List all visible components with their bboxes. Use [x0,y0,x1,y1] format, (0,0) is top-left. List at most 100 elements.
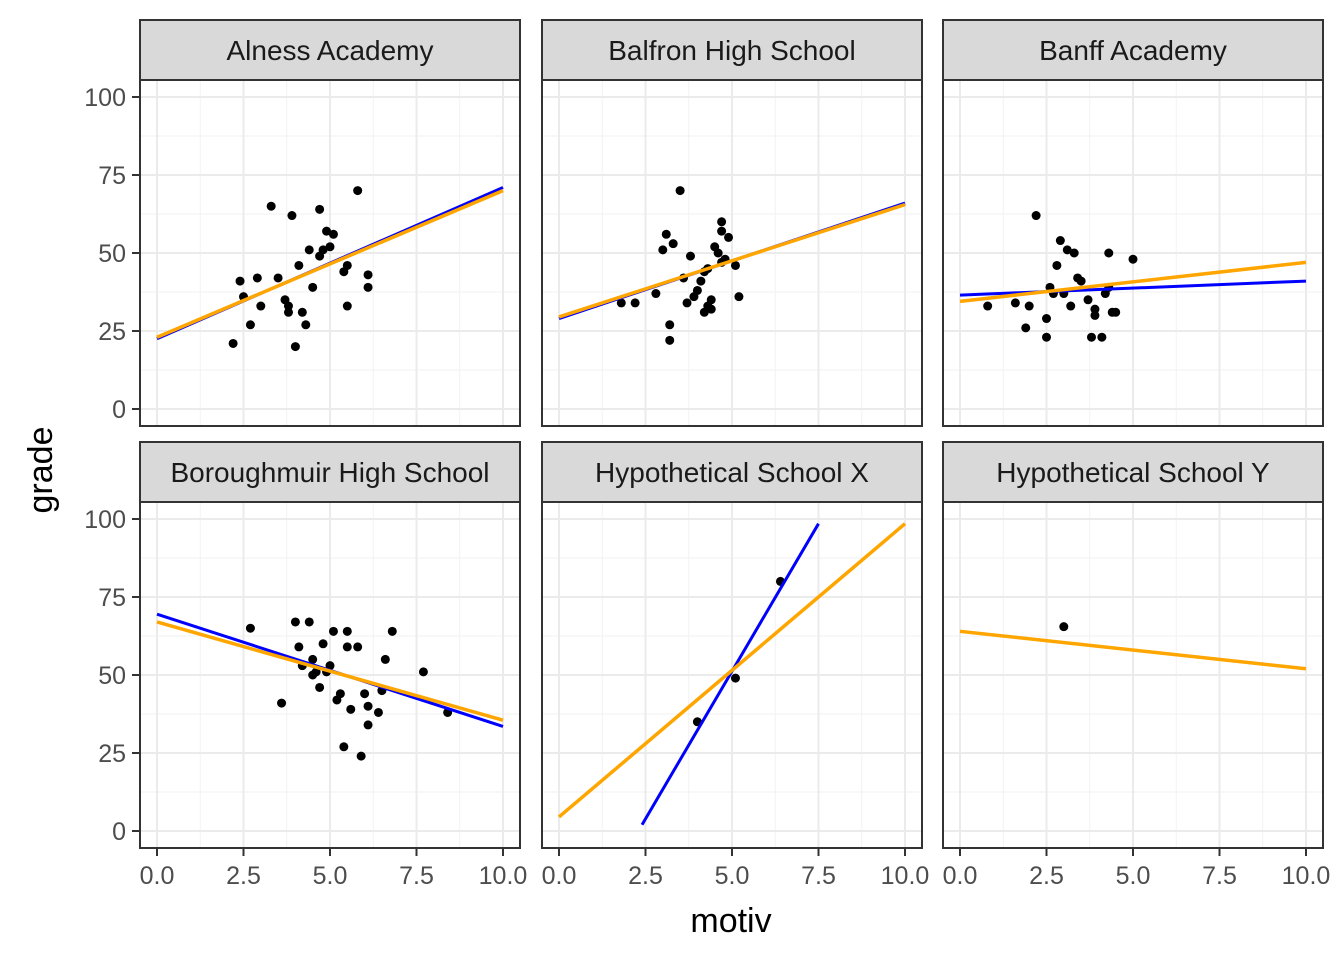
strip-title: Balfron High School [608,35,855,66]
x-tick-label: 7.5 [1202,862,1237,890]
data-point [713,248,723,258]
data-point [730,673,740,683]
data-point [328,229,338,239]
data-point [304,245,314,255]
data-point [335,689,345,699]
data-point [342,301,352,311]
data-point [283,301,293,311]
data-point [363,270,373,280]
data-point [983,301,993,311]
data-point [301,320,311,330]
orange-fit-line [558,202,906,319]
data-point [418,667,428,677]
panel-border [942,79,1324,427]
data-point [682,298,692,308]
data-point [658,245,668,255]
x-tick-label: 7.5 [399,862,434,890]
x-tick-label: 10.0 [479,862,528,890]
y-axis-title: grade [22,427,60,514]
data-point [315,682,325,692]
data-point [304,617,314,627]
data-point [342,642,352,652]
data-point [283,307,293,317]
data-point [1010,298,1020,308]
data-point [1083,295,1093,305]
data-point [252,273,262,283]
data-point [339,742,349,752]
x-tick-label: 5.0 [313,862,348,890]
data-point [1128,254,1138,264]
data-point [373,707,383,717]
x-tick-label: 0.0 [943,862,978,890]
data-point [651,289,661,299]
data-point [315,204,325,214]
data-point [346,704,356,714]
data-point [717,226,727,236]
data-point [1111,307,1121,317]
data-point [730,260,740,270]
x-tick-label: 0.0 [140,862,175,890]
data-point [1052,260,1062,270]
data-point [325,661,335,671]
data-point [353,186,363,196]
x-tick-label: 2.5 [226,862,261,890]
data-point [328,626,338,636]
data-point [318,245,328,255]
blue-fit-line [959,279,1307,297]
data-point [675,186,685,196]
x-tick-label: 7.5 [801,862,836,890]
data-point [277,698,287,708]
y-tick-label: 50 [98,240,126,268]
panels-layer: Alness Academy 0 25 50 75 100 Balfron High Sch… [84,19,1331,890]
data-point [290,342,300,352]
data-point [717,217,727,227]
strip-background [541,441,923,503]
y-tick-label: 100 [84,84,126,112]
data-point [1024,301,1034,311]
data-point [1097,332,1107,342]
x-tick-label: 10.0 [881,862,930,890]
data-point [342,260,352,270]
blue-fit-line [640,522,820,826]
data-point [256,301,266,311]
orange-fit-line [156,188,504,339]
data-point [387,626,397,636]
strip-title: Banff Academy [1039,35,1227,66]
y-tick-label: 25 [98,318,126,346]
data-point [1086,332,1096,342]
data-point [360,689,370,699]
data-point [297,307,307,317]
data-point [685,251,695,261]
data-point [363,282,373,292]
data-point [308,654,318,664]
data-point [308,282,318,292]
strip-title: Hypothetical School X [595,457,869,488]
data-point [342,626,352,636]
data-point [353,642,363,652]
x-tick-label: 2.5 [1029,862,1064,890]
data-point [1090,304,1100,314]
y-tick-label: 25 [98,740,126,768]
data-point [363,720,373,730]
data-point [363,701,373,711]
data-point [665,320,675,330]
x-axis-title: motiv [690,902,771,940]
x-tick-label: 5.0 [715,862,750,890]
data-point [1104,248,1114,258]
panel-5: Hypothetical School X 0.0 2.5 5.0 7.5 10.0 [541,441,930,890]
panel-2: Balfron High School [541,19,923,427]
y-tick-label: 50 [98,662,126,690]
data-point [311,667,321,677]
x-tick-label: 10.0 [1282,862,1331,890]
data-point [1090,310,1100,320]
y-tick-label: 0 [112,818,126,846]
x-tick-label: 2.5 [628,862,663,890]
data-point [356,751,366,761]
data-point [266,201,276,211]
strip-background [139,441,521,503]
data-point [1069,248,1079,258]
data-point [616,298,626,308]
y-tick-label: 100 [84,506,126,534]
data-point [1031,211,1041,221]
